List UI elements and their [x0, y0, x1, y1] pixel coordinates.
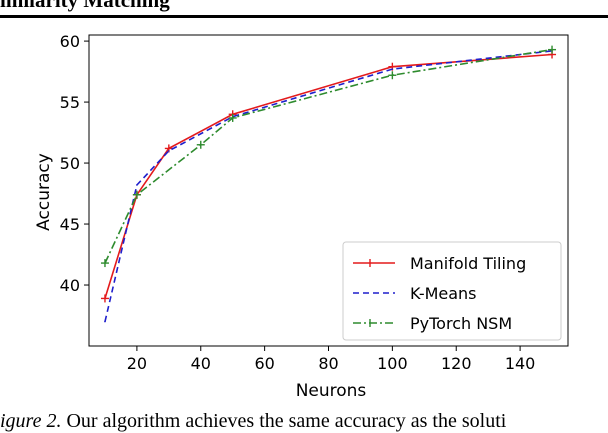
figure-caption: igure 2. Our algorithm achieves the same… [0, 410, 506, 433]
y-tick-label: 60 [60, 32, 80, 51]
accuracy-line-chart: 20 40 60 80 100 120 140 40 45 50 55 60 Neurons Acc… [34, 32, 569, 401]
x-tick-label: 140 [505, 354, 536, 373]
data-point-pytorch-nsm [388, 71, 397, 80]
header-rule [0, 15, 608, 18]
y-tick-label: 55 [60, 93, 80, 112]
series-line-manifold-tiling [104, 53, 553, 299]
data-point-manifold-tiling [100, 294, 109, 303]
data-point-pytorch-nsm [548, 45, 557, 54]
series-layer [100, 45, 557, 323]
data-point-k-means [136, 184, 138, 186]
y-axis-title: Accuracy [34, 153, 54, 231]
data-point-pytorch-nsm [100, 259, 109, 268]
figure-label: igure 2. [0, 410, 62, 432]
x-tick-label: 80 [318, 354, 338, 373]
legend-label-manifold-tiling: Manifold Tiling [410, 254, 526, 273]
y-tick-label: 40 [60, 276, 80, 295]
x-tick-label: 20 [127, 354, 147, 373]
legend-box [342, 241, 562, 341]
series-line-k-means [104, 50, 553, 322]
data-point-pytorch-nsm [228, 113, 237, 122]
legend-label-pytorch-nsm: PyTorch NSM [410, 314, 512, 333]
y-tick-label: 45 [60, 215, 80, 234]
legend-label-k-means: K-Means [410, 284, 477, 303]
x-axis-ticks: 20 40 60 80 100 120 140 [127, 346, 536, 373]
x-tick-label: 60 [254, 354, 274, 373]
data-point-k-means [391, 68, 394, 70]
section-heading-fragment: imilarity Matching [0, 0, 170, 12]
x-tick-label: 120 [441, 354, 472, 373]
x-axis-title: Neurons [296, 381, 367, 401]
data-point-k-means [104, 320, 106, 323]
data-point-k-means [168, 150, 170, 152]
x-tick-label: 100 [377, 354, 408, 373]
series-line-pytorch-nsm [104, 48, 553, 264]
x-tick-label: 40 [191, 354, 211, 373]
y-axis-ticks: 40 45 50 55 60 [60, 32, 89, 295]
y-tick-label: 50 [60, 154, 80, 173]
data-point-pytorch-nsm [196, 140, 205, 149]
legend: Manifold Tiling K-Means PyTorch NSM [342, 241, 562, 341]
caption-text: Our algorithm achieves the same accuracy… [66, 410, 507, 432]
data-point-pytorch-nsm [132, 190, 141, 199]
